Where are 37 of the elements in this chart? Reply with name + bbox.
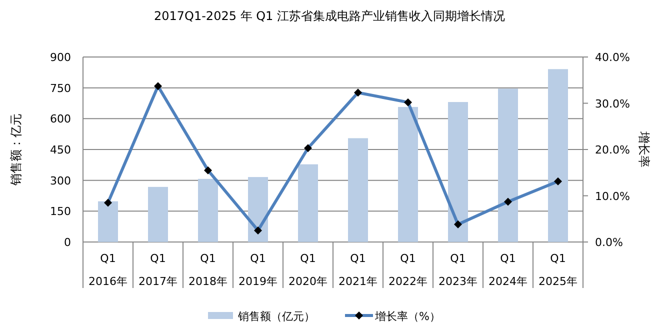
y-axis-title: 销售额：亿元	[9, 114, 23, 186]
y2-tick-label: 10.0%	[595, 190, 630, 203]
bar	[298, 164, 318, 242]
y-tick-label: 600	[50, 112, 71, 126]
x-tick-label: Q1 2021年	[338, 252, 378, 288]
x-tick-label: Q1 2020年	[288, 252, 328, 288]
y-tick-label: 0	[64, 236, 71, 249]
chart-title: 2017Q1-2025 年 Q1 江苏省集成电路产业销售收入同期增长情况	[154, 9, 506, 23]
bar	[248, 177, 268, 242]
y-tick-label: 750	[50, 82, 71, 95]
bar	[98, 201, 118, 242]
legend-label: 增长率（%）	[374, 310, 440, 323]
bar	[198, 178, 218, 242]
bar	[398, 106, 418, 242]
y-tick-label: 450	[50, 144, 71, 156]
bar	[148, 186, 168, 242]
y2-tick-label: 0.0%	[595, 236, 623, 249]
x-tick-label: Q1 2022年	[388, 252, 428, 288]
bar	[498, 88, 518, 242]
x-tick-label: Q1 2018年	[188, 252, 228, 288]
x-tick-label: Q1 2025年	[538, 252, 578, 288]
y2-tick-label: 20.0%	[595, 144, 630, 156]
x-tick-label: Q1 2016年	[88, 252, 128, 288]
x-tick-label: Q1 2017年	[138, 252, 178, 288]
legend-label: 销售额（亿元）	[237, 310, 315, 323]
y-tick-label: 150	[50, 205, 71, 218]
x-tick-label: Q1 2019年	[238, 252, 278, 288]
y2-tick-label: 30.0%	[595, 97, 630, 110]
bar	[448, 102, 468, 242]
bar	[348, 138, 368, 242]
y-tick-label: 900	[50, 51, 71, 64]
y2-tick-label: 40.0%	[595, 51, 630, 64]
x-tick-label: Q1 2023年	[438, 252, 478, 288]
y-tick-label: 300	[50, 174, 71, 188]
bar	[548, 69, 568, 242]
y2-axis-title: 增长率	[637, 130, 651, 168]
x-tick-label: Q1 2024年	[488, 252, 528, 288]
